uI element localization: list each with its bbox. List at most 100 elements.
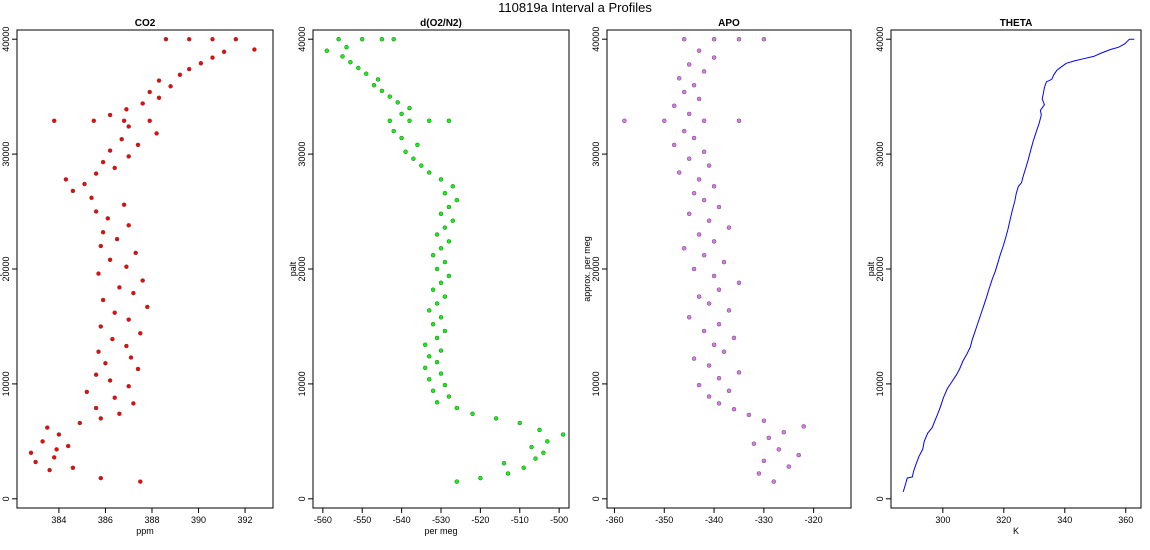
apo-x-tick-label: -350 [655,515,673,525]
panel-apo: APO -360 -350 -340 -330 -320 0 10000 20000 30000 4… [582,18,852,525]
o2n2-data-point [407,105,412,111]
apo-data-point [681,36,687,42]
co2-data-point [133,250,138,256]
theta-y-tick-label: 40000 [875,27,885,52]
co2-data-point [107,378,113,383]
apo-data-point [711,239,717,244]
co2-data-point [126,154,131,159]
apo-data-point [731,406,737,412]
co2-data-point [198,61,204,66]
apo-data-point [691,266,697,272]
o2n2-data-point [430,321,436,327]
o2n2-data-point [415,142,420,148]
apo-data-point [662,118,667,124]
o2n2-x-tick-label: -530 [432,515,450,525]
o2n2-data-point [336,36,341,42]
co2-data-point [138,479,143,484]
o2n2-data-point [379,88,385,94]
o2n2-data-point [434,400,440,405]
apo-y-tick-label: 10000 [591,371,601,396]
co2-data-point [140,278,145,283]
apo-x-tick-label: -320 [805,515,823,525]
panel-co2: CO2 384 386 388 390 392 ppm 0 10000 20000 30000 400… [0,18,274,536]
o2n2-data-point [348,59,353,65]
apo-data-point [706,363,712,368]
apo-data-point [716,321,722,327]
co2-data-point [91,118,97,124]
co2-data-point [145,304,150,310]
o2n2-data-point [426,308,432,313]
apo-data-point [686,315,692,320]
co2-data-point [186,66,192,72]
o2n2-data-point [430,287,436,292]
theta-y-tick-label: 20000 [875,256,885,281]
apo-data-point [776,447,782,452]
o2n2-x-tick-label: -500 [550,515,568,525]
o2n2-data-point [442,382,448,388]
co2-data-point [156,78,162,83]
theta-series-line [902,38,1135,493]
o2n2-y-tick-label: 30000 [297,142,307,167]
o2n2-data-point [454,197,460,203]
o2n2-data-point [371,82,377,88]
apo-x-tick-label: -330 [755,515,773,525]
o2n2-data-point [403,149,408,155]
o2n2-data-point [517,420,523,426]
o2n2-data-point [387,94,393,99]
co2-data-point [100,297,106,303]
apo-data-point [786,464,792,469]
co2-data-point [138,331,143,336]
co2-y-tick-label: 0 [1,496,11,501]
co2-y-tick-label: 10000 [1,371,11,396]
co2-data-point [221,49,227,55]
co2-data-point [233,36,239,42]
o2n2-data-point [407,118,412,124]
apo-x-tick-label: -340 [705,515,723,525]
co2-x-tick-label: 386 [98,515,113,525]
co2-data-point [54,447,59,452]
theta-y-tick-label: 30000 [875,142,885,167]
apo-plot-frame [606,29,852,509]
apo-data-point [676,170,682,175]
o2n2-data-point [434,266,440,272]
o2n2-y-tick-label: 20000 [297,256,307,281]
o2n2-title: d(O2/N2) [420,18,462,29]
co2-data-point [121,118,127,124]
co2-x-tick-label: 388 [144,515,159,525]
o2n2-data-point [533,456,538,461]
co2-data-point [103,360,108,366]
apo-data-point [761,36,767,42]
co2-data-point [147,89,152,95]
o2n2-data-point [411,156,416,161]
co2-data-point [40,439,45,444]
co2-data-point [93,405,99,411]
o2n2-data-point [419,163,424,168]
co2-data-point [70,465,76,471]
o2n2-data-point [395,100,400,105]
co2-data-point [117,411,122,417]
o2n2-data-point [529,444,534,450]
o2n2-data-point [430,252,436,258]
co2-data-point [84,389,90,395]
o2n2-data-point [454,405,460,411]
apo-y-tick-label: 30000 [591,142,601,167]
o2n2-data-point [363,71,369,76]
co2-data-point [252,47,257,52]
co2-data-point [107,148,113,153]
o2n2-y-tick-label: 40000 [297,27,307,52]
co2-x-tick-label: 392 [238,515,253,525]
o2n2-data-point [391,36,396,42]
co2-data-point [168,84,173,89]
apo-data-point [781,429,787,435]
o2n2-data-point [446,239,452,244]
apo-data-point [736,118,742,124]
apo-data-point [716,204,722,210]
co2-data-point [28,450,34,456]
co2-data-point [51,455,57,460]
apo-data-point [701,69,707,74]
co2-data-point [100,229,106,235]
o2n2-data-point [442,259,448,265]
apo-data-point [736,36,742,42]
o2n2-data-point [454,479,460,484]
